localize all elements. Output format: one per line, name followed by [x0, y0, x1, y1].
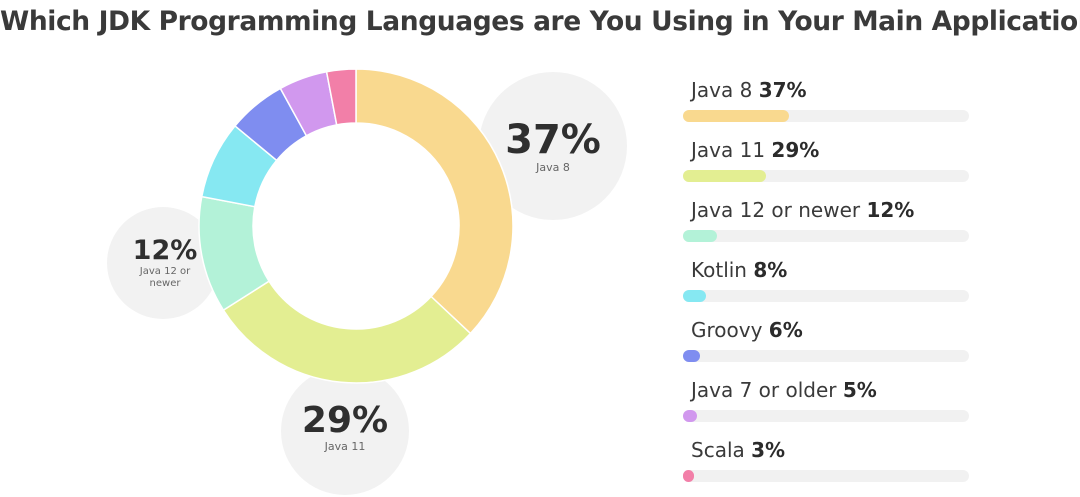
callout-bubble-java8	[479, 72, 627, 220]
legend-item-groovy: Groovy 6%	[683, 320, 969, 374]
callout-bubble-java11	[281, 367, 409, 495]
legend-name: Groovy	[691, 318, 763, 342]
donut-slice-java-8	[355, 68, 514, 335]
legend-item-scala: Scala 3%	[683, 440, 969, 494]
legend-bar-fill	[683, 290, 706, 302]
legend-name: Java 12 or newer	[691, 198, 861, 222]
legend-bar-fill	[683, 110, 789, 122]
legend-bar-fill	[683, 470, 694, 482]
callout-java11-percent: 29%	[301, 400, 389, 441]
callout-java8-label: Java 8	[536, 161, 570, 174]
legend-bar-track	[683, 230, 969, 242]
callout-java12-percent: 12%	[132, 235, 198, 266]
callout-java11-label: Java 11	[324, 440, 366, 453]
legend-percent: 8%	[753, 258, 788, 282]
legend-name: Kotlin	[691, 258, 747, 282]
donut-slice-scala	[325, 68, 357, 126]
legend-bar-fill	[683, 170, 766, 182]
legend-percent: 3%	[751, 438, 786, 462]
callout-java12-label-line2: newer	[149, 277, 181, 289]
callout-bubble-java12	[107, 207, 219, 319]
legend-percent: 12%	[866, 198, 915, 222]
legend-percent: 29%	[771, 138, 820, 162]
legend-bar-track	[683, 410, 969, 422]
donut-slice-java-11	[222, 280, 472, 384]
legend-item-java7: Java 7 or older 5%	[683, 380, 969, 434]
legend-bar-track	[683, 470, 969, 482]
legend-item-kotlin: Kotlin 8%	[683, 260, 969, 314]
legend-label: Kotlin 8%	[691, 260, 787, 280]
callout-java11: 29% Java 11	[285, 403, 405, 454]
legend-label: Groovy 6%	[691, 320, 803, 340]
legend-label: Java 7 or older 5%	[691, 380, 877, 400]
legend-percent: 5%	[842, 378, 877, 402]
legend-label: Java 12 or newer 12%	[691, 200, 914, 220]
legend-label: Scala 3%	[691, 440, 785, 460]
legend-item-java8: Java 8 37%	[683, 80, 969, 134]
legend-name: Java 8	[691, 78, 753, 102]
legend-item-java12: Java 12 or newer 12%	[683, 200, 969, 254]
legend-bar-fill	[683, 230, 718, 242]
chart-title: Which JDK Programming Languages are You …	[0, 6, 1080, 37]
legend-bar-fill	[683, 410, 698, 422]
legend-item-java11: Java 11 29%	[683, 140, 969, 194]
legend-bar-track	[683, 290, 969, 302]
legend-label: Java 11 29%	[691, 140, 819, 160]
legend-name: Scala	[691, 438, 745, 462]
legend-label: Java 8 37%	[691, 80, 807, 100]
legend-bar-track	[683, 110, 969, 122]
callout-java12: 12% Java 12 or newer	[115, 237, 215, 289]
legend-percent: 37%	[758, 78, 807, 102]
legend-bar-track	[683, 350, 969, 362]
callout-java12-label-line1: Java 12 or	[139, 266, 191, 277]
legend-bar-fill	[683, 350, 701, 362]
callout-java8-percent: 37%	[505, 117, 601, 163]
legend-percent: 6%	[768, 318, 803, 342]
callout-java8: 37% Java 8	[493, 120, 613, 175]
legend-bar-track	[683, 170, 969, 182]
legend-name: Java 11	[691, 138, 766, 162]
legend-name: Java 7 or older	[691, 378, 837, 402]
